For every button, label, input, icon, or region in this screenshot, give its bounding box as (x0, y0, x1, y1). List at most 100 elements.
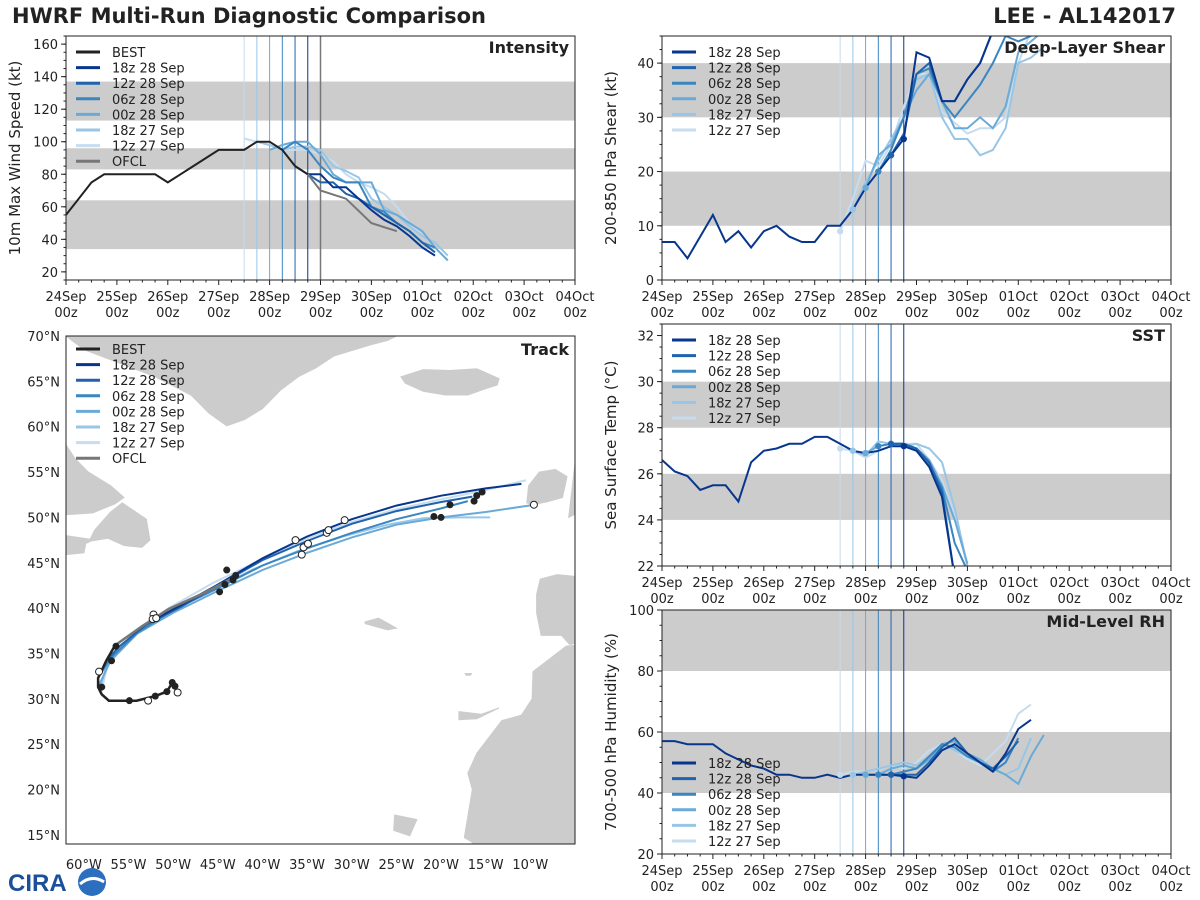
x-tick-label: 00z (360, 306, 384, 321)
land-africa (463, 644, 575, 844)
series-lines (66, 137, 449, 262)
track-point-12z (303, 539, 312, 548)
figure-title: HWRF Multi-Run Diagnostic Comparison (12, 4, 487, 28)
x-tick-label: 25Sep (692, 576, 733, 591)
x-tick-label: 00z (752, 592, 776, 607)
y-tick-label: 120 (33, 103, 58, 118)
x-tick-label: 00z (854, 592, 878, 607)
lat-label: 55°N (27, 466, 60, 481)
x-tick-label: 00z (1108, 592, 1132, 607)
legend-entry: 06z 28 Sep (112, 390, 185, 405)
lon-label: 20°W (423, 858, 459, 873)
init-point (862, 449, 869, 457)
legend-entry: 00z 28 Sep (708, 93, 781, 108)
legend-entry: 12z 28 Sep (112, 374, 185, 389)
x-tick-label: 25Sep (692, 864, 733, 879)
init-point (836, 445, 844, 452)
legend-entry: 18z 27 Sep (112, 124, 185, 139)
y-axis-label: 700-500 hPa Humidity (%) (602, 633, 620, 831)
x-tick-label: 00z (1108, 880, 1132, 895)
y-tick-label: 20 (637, 848, 654, 863)
x-tick-label: 00z (803, 592, 827, 607)
legend-entry: 18z 28 Sep (708, 334, 781, 349)
y-tick-label: 100 (629, 604, 654, 619)
x-tick-label: 26Sep (743, 290, 784, 305)
track-point-00z (163, 688, 171, 696)
y-tick-label: 22 (637, 560, 654, 575)
x-tick-label: 03Oct (1101, 864, 1140, 879)
x-tick-label: 00z (701, 592, 725, 607)
y-tick-label: 24 (637, 514, 654, 529)
x-tick-label: 00z (512, 306, 536, 321)
track-point-12z (291, 536, 300, 545)
legend-entry: BEST (112, 343, 145, 358)
y-tick-label: 100 (33, 136, 58, 151)
land-madeira (464, 673, 473, 676)
x-tick-label: 29Sep (896, 576, 937, 591)
init-point (849, 206, 857, 213)
x-tick-label: 00z (752, 306, 776, 321)
lon-label: 45°W (200, 858, 236, 873)
init-point (900, 135, 907, 143)
x-tick-label: 00z (905, 592, 929, 607)
map-frame (65, 335, 576, 845)
x-tick-label: 00z (650, 306, 674, 321)
x-tick-label: 00z (1058, 592, 1082, 607)
legend-entry: 00z 28 Sep (708, 804, 781, 819)
x-tick-label: 00z (854, 306, 878, 321)
land-cape-breton (66, 544, 87, 556)
x-tick-label: 24Sep (641, 864, 682, 879)
lon-label: 25°W (378, 858, 414, 873)
x-tick-label: 00z (956, 306, 980, 321)
land-iceland (400, 368, 500, 396)
x-tick-label: 01Oct (999, 864, 1038, 879)
y-tick-label: 60 (41, 201, 58, 216)
track-point-00z (473, 492, 481, 500)
x-tick-label: 00z (156, 306, 180, 321)
y-tick-label: 40 (637, 57, 654, 72)
track-point-00z (151, 692, 159, 700)
track-point-00z (168, 679, 176, 687)
y-tick-label: 26 (637, 468, 654, 483)
x-tick-label: 02Oct (1050, 864, 1089, 879)
x-tick-label: 00z (1007, 306, 1031, 321)
land-layer (66, 336, 575, 844)
lat-label: 30°N (27, 693, 60, 708)
legend-entry: 00z 28 Sep (112, 108, 185, 123)
track-point-12z (340, 516, 349, 525)
series-line-18z-27-sep (256, 140, 449, 257)
panel-title: Intensity (489, 38, 570, 57)
x-tick-label: 00z (905, 880, 929, 895)
x-tick-label: 00z (207, 306, 231, 321)
legend-entry: 12z 28 Sep (112, 77, 185, 92)
init-point (887, 152, 895, 159)
track-line-18z-28-sep (114, 482, 522, 647)
track-point-12z (529, 500, 538, 509)
series-line-18z-28-sep (662, 36, 992, 261)
init-point (849, 771, 857, 778)
track-point-12z (324, 526, 333, 535)
legend-entry: 06z 28 Sep (708, 77, 781, 92)
x-tick-label: 00z (563, 306, 587, 321)
init-point (887, 440, 895, 448)
x-tick-label: 00z (411, 306, 435, 321)
lat-label: 25°N (27, 738, 60, 753)
legend-entry: 12z 27 Sep (112, 140, 185, 155)
land-cape-verde (393, 814, 418, 837)
lat-label: 70°N (27, 330, 60, 345)
init-lines (839, 610, 905, 854)
y-tick-label: 10 (637, 220, 654, 235)
track-point-00z (98, 683, 106, 691)
land-azores (364, 617, 398, 631)
x-tick-label: 27Sep (794, 290, 835, 305)
y-tick-label: 60 (637, 726, 654, 741)
x-tick-label: 29Sep (896, 290, 937, 305)
panel-title: Deep-Layer Shear (1004, 38, 1165, 57)
x-tick-label: 04Oct (555, 290, 594, 305)
land-greenland (66, 336, 397, 427)
x-tick-label: 00z (1007, 880, 1031, 895)
series-line-12z-28-sep (294, 165, 436, 254)
